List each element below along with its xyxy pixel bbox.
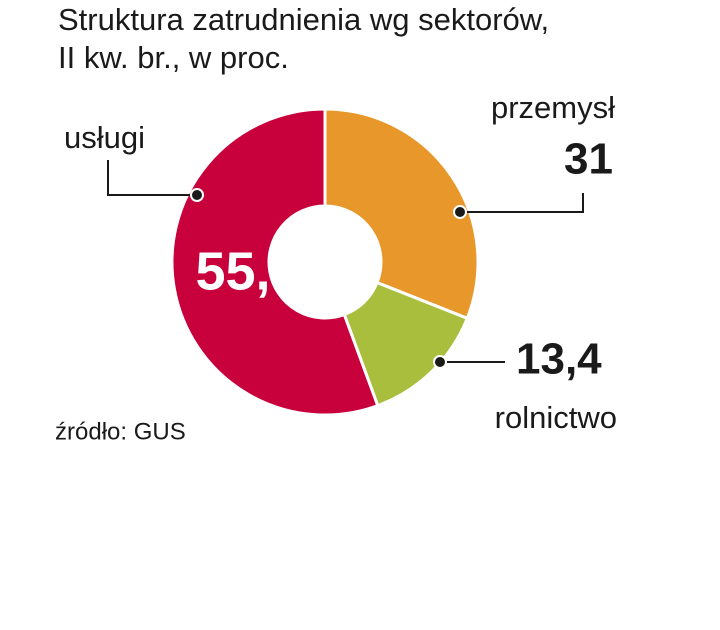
donut-slice (342, 280, 470, 408)
value-label: 31 (564, 135, 613, 184)
leader-dot (190, 188, 204, 202)
leader-dot (453, 205, 467, 219)
value-label: 55,6 (195, 241, 300, 301)
leader-line (460, 193, 584, 213)
category-label: rolnictwo (495, 400, 617, 435)
category-label: usługi (64, 120, 145, 155)
chart-title: II kw. br., w proc. (58, 40, 289, 75)
source: źródło: GUS (55, 418, 186, 445)
category-label: przemysł (491, 90, 615, 125)
value-label: 13,4 (516, 335, 602, 384)
donut-slice (323, 107, 480, 321)
leader-dot (433, 355, 447, 369)
leader-line (107, 160, 197, 196)
donut-slice (170, 107, 380, 417)
chart-title: Struktura zatrudnienia wg sektorów, (58, 2, 549, 37)
